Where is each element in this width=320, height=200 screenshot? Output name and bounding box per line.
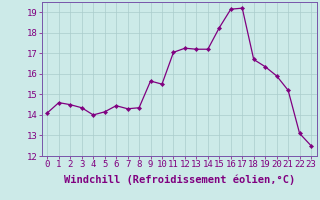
X-axis label: Windchill (Refroidissement éolien,°C): Windchill (Refroidissement éolien,°C)	[64, 175, 295, 185]
